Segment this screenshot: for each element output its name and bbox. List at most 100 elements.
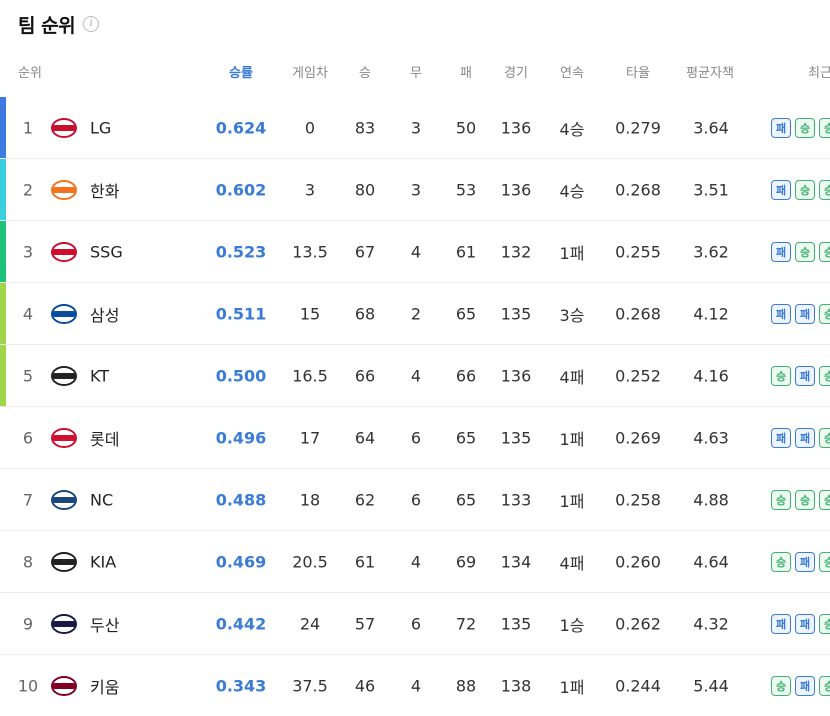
draws-cell: 6 xyxy=(410,428,422,447)
losses-cell: 69 xyxy=(455,552,477,571)
era-cell: 4.12 xyxy=(693,304,729,323)
postseason-indicator xyxy=(0,221,6,282)
col-wins[interactable]: 승 xyxy=(359,66,371,81)
col-games-behind[interactable]: 게임차 xyxy=(292,66,328,81)
team-name[interactable]: KIA xyxy=(90,552,117,571)
games-cell: 132 xyxy=(500,242,532,261)
team-name[interactable]: KT xyxy=(90,366,110,385)
win-pct-cell: 0.469 xyxy=(215,552,267,571)
draws-cell: 3 xyxy=(410,118,422,137)
loss-badge: 패 xyxy=(771,427,791,448)
info-icon[interactable]: i xyxy=(83,16,100,32)
win-badge: 승 xyxy=(819,241,830,262)
team-name[interactable]: 삼성 xyxy=(90,305,120,325)
table-row[interactable]: 8 0.469 20.5 61 4 69 134 4패 0.260 4.64 KIA 승 패 승 xyxy=(0,531,830,593)
loss-badge: 패 xyxy=(771,613,791,634)
win-badge: 승 xyxy=(819,551,830,572)
losses-cell: 65 xyxy=(455,490,477,509)
postseason-indicator xyxy=(0,97,6,158)
games-cell: 135 xyxy=(500,428,532,447)
table-row[interactable]: 3 0.523 13.5 67 4 61 132 1패 0.255 3.62 SSG 패 승 승 xyxy=(0,221,830,283)
era-cell: 4.88 xyxy=(693,490,729,509)
games-behind-cell: 15 xyxy=(299,304,321,323)
win-badge: 승 xyxy=(819,427,830,448)
table-row[interactable]: 10 0.343 37.5 46 4 88 138 1패 0.244 5.44 키움 승 패 승 xyxy=(0,655,830,716)
draws-cell: 3 xyxy=(410,180,422,199)
table-row[interactable]: 4 0.511 15 68 2 65 135 3승 0.268 4.12 삼성 패 패 승 xyxy=(0,283,830,345)
table-row[interactable]: 1 0.624 0 83 3 50 136 4승 0.279 3.64 LG 패 승 승 xyxy=(0,97,830,159)
games-behind-cell: 13.5 xyxy=(292,242,328,261)
postseason-indicator xyxy=(0,159,6,220)
team-name[interactable]: 키움 xyxy=(90,677,120,697)
rank-cell: 8 xyxy=(22,552,34,571)
draws-cell: 4 xyxy=(410,242,422,261)
col-win-pct[interactable]: 승률 xyxy=(229,66,253,81)
team-name[interactable]: NC xyxy=(90,490,114,509)
table-header: 순위 승률 게임차 승 무 패 경기 연속 타율 평균자책 최근 xyxy=(0,56,830,86)
col-draws[interactable]: 무 xyxy=(410,66,422,81)
team-name[interactable]: 롯데 xyxy=(90,429,120,449)
team-logo-icon xyxy=(51,551,77,572)
wins-cell: 66 xyxy=(354,366,376,385)
wins-cell: 67 xyxy=(354,242,376,261)
table-row[interactable]: 9 0.442 24 57 6 72 135 1승 0.262 4.32 두산 패 패 승 xyxy=(0,593,830,655)
wins-cell: 46 xyxy=(354,676,376,695)
wins-cell: 80 xyxy=(354,180,376,199)
loss-badge: 패 xyxy=(771,117,791,138)
standings-table: 1 0.624 0 83 3 50 136 4승 0.279 3.64 LG 패 승 승 2 0.602 3 80… xyxy=(0,97,830,716)
team-name[interactable]: 한화 xyxy=(90,181,120,201)
losses-cell: 66 xyxy=(455,366,477,385)
team-logo-icon xyxy=(51,613,77,634)
col-batting-avg[interactable]: 타율 xyxy=(626,66,650,81)
win-pct-cell: 0.488 xyxy=(215,490,267,509)
batting-avg-cell: 0.279 xyxy=(615,118,661,137)
games-behind-cell: 37.5 xyxy=(292,676,328,695)
team-logo-icon xyxy=(51,303,77,324)
win-badge: 승 xyxy=(819,613,830,634)
col-losses[interactable]: 패 xyxy=(460,66,472,81)
era-cell: 4.64 xyxy=(693,552,729,571)
loss-badge: 패 xyxy=(795,303,815,324)
rank-cell: 2 xyxy=(22,180,34,199)
col-streak[interactable]: 연속 xyxy=(560,66,584,81)
table-row[interactable]: 2 0.602 3 80 3 53 136 4승 0.268 3.51 한화 패 승 승 xyxy=(0,159,830,221)
team-name[interactable]: 두산 xyxy=(90,615,120,635)
games-cell: 133 xyxy=(500,490,532,509)
win-pct-cell: 0.523 xyxy=(215,242,267,261)
era-cell: 4.32 xyxy=(693,614,729,633)
losses-cell: 50 xyxy=(455,118,477,137)
team-name[interactable]: LG xyxy=(90,118,112,137)
loss-badge: 패 xyxy=(795,427,815,448)
table-row[interactable]: 7 0.488 18 62 6 65 133 1패 0.258 4.88 NC 승 승 승 xyxy=(0,469,830,531)
streak-cell: 3승 xyxy=(559,305,585,325)
wins-cell: 83 xyxy=(354,118,376,137)
col-recent[interactable]: 최근 xyxy=(808,66,830,81)
col-era[interactable]: 평균자책 xyxy=(686,66,734,81)
win-badge: 승 xyxy=(819,303,830,324)
rank-cell: 6 xyxy=(22,428,34,447)
col-games[interactable]: 경기 xyxy=(504,66,528,81)
team-logo-icon xyxy=(51,179,77,200)
table-row[interactable]: 5 0.500 16.5 66 4 66 136 4패 0.252 4.16 KT 승 패 승 xyxy=(0,345,830,407)
table-row[interactable]: 6 0.496 17 64 6 65 135 1패 0.269 4.63 롯데 패 패 승 xyxy=(0,407,830,469)
draws-cell: 6 xyxy=(410,614,422,633)
games-cell: 135 xyxy=(500,614,532,633)
games-behind-cell: 20.5 xyxy=(292,552,328,571)
win-pct-cell: 0.511 xyxy=(215,304,267,323)
batting-avg-cell: 0.258 xyxy=(615,490,661,509)
col-rank[interactable]: 순위 xyxy=(18,66,42,81)
team-name[interactable]: SSG xyxy=(90,242,123,261)
games-behind-cell: 17 xyxy=(299,428,321,447)
team-logo-icon xyxy=(51,117,77,138)
streak-cell: 1패 xyxy=(559,491,585,511)
streak-cell: 4승 xyxy=(559,119,585,139)
rank-cell: 10 xyxy=(17,676,39,695)
era-cell: 4.63 xyxy=(693,428,729,447)
batting-avg-cell: 0.269 xyxy=(615,428,661,447)
team-logo-icon xyxy=(51,427,77,448)
page-header: 팀 순위 i xyxy=(18,10,100,38)
win-pct-cell: 0.624 xyxy=(215,118,267,137)
